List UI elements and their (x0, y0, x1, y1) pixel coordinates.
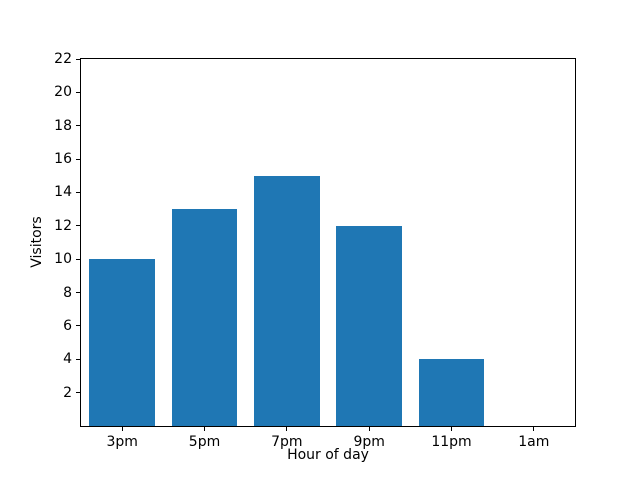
x-tick-mark (451, 426, 452, 431)
x-tick-label: 7pm (271, 434, 303, 450)
y-tick-label: 8 (63, 284, 72, 301)
y-tick-mark (76, 58, 81, 60)
bar (171, 209, 238, 426)
bar (253, 175, 320, 426)
y-tick-label: 18 (54, 117, 72, 134)
y-tick-mark (76, 258, 81, 260)
y-tick-mark (76, 191, 81, 193)
x-tick-mark (204, 426, 205, 431)
bar (89, 259, 156, 426)
x-tick-mark (533, 426, 535, 431)
y-tick-label: 10 (54, 251, 72, 268)
y-tick-label: 12 (54, 217, 72, 234)
y-tick-label: 20 (54, 84, 72, 101)
x-tick-mark (121, 426, 123, 431)
y-tick-mark (76, 125, 81, 127)
x-tick-label: 1am (518, 434, 550, 450)
y-tick-label: 16 (54, 151, 72, 168)
y-tick-mark (76, 91, 81, 93)
y-tick-mark (76, 292, 81, 294)
x-axis-label: Hour of day (287, 447, 369, 463)
y-tick-label: 22 (54, 51, 72, 67)
y-tick-label: 4 (63, 351, 72, 368)
y-tick-mark (76, 158, 81, 160)
y-axis-label: Visitors (29, 216, 45, 268)
plot-area: 2 4 6 8 10 12 14 16 18 20 22 3pm 5pm 7pm 9pm 11pm 1am (54, 52, 576, 449)
y-tick-mark (76, 225, 81, 227)
x-tick-label: 11pm (431, 434, 472, 450)
x-tick-label: 3pm (106, 434, 138, 450)
y-tick-mark (76, 325, 81, 327)
x-tick-label: 5pm (188, 434, 221, 450)
y-tick-label: 6 (63, 317, 72, 334)
y-tick-label: 14 (54, 184, 72, 201)
bar (418, 359, 485, 426)
x-tick-label: 9pm (353, 434, 385, 450)
x-tick-mark (368, 426, 370, 431)
y-tick-label: 2 (63, 384, 72, 401)
y-tick-mark (76, 358, 81, 360)
y-tick-mark (76, 392, 81, 394)
x-tick-mark (286, 426, 288, 431)
bar (336, 225, 403, 426)
